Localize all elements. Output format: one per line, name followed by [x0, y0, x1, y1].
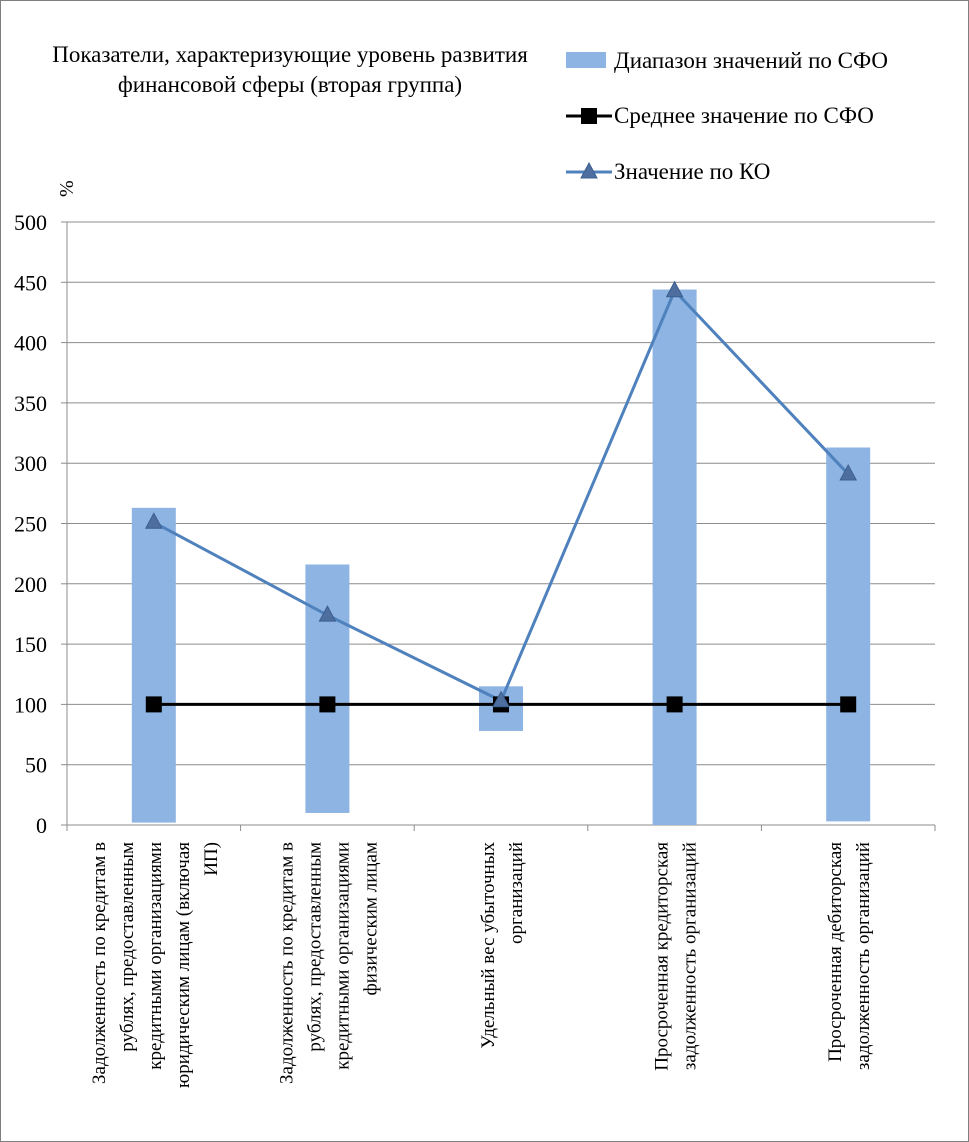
y-tick-label: 400 [14, 331, 47, 356]
x-category-label: Удельный вес убыточных [478, 842, 499, 1049]
x-category-label: Просроченная дебиторская [825, 842, 846, 1062]
y-tick-label: 100 [14, 692, 47, 717]
y-tick-label: 350 [14, 391, 47, 416]
y-tick-label: 50 [25, 753, 47, 778]
legend-swatch-range [566, 52, 606, 68]
legend-label-range: Диапазон значений по СФО [614, 48, 889, 73]
ko-point [492, 690, 510, 708]
range-bar [826, 447, 871, 822]
ko-point [318, 605, 337, 622]
x-category-label: Задолженность по кредитам в [276, 842, 297, 1084]
ko-point [144, 512, 163, 529]
range-bar [131, 507, 176, 823]
x-category-label: рублях, предоставленным [117, 842, 138, 1052]
x-category-label: Задолженность по кредитам в [89, 842, 110, 1084]
average-point [840, 696, 857, 713]
y-tick-label: 0 [36, 813, 47, 838]
y-tick-label: 500 [14, 210, 47, 235]
y-tick-label: 200 [14, 572, 47, 597]
ko-point [665, 280, 684, 298]
average-point [666, 696, 683, 713]
y-tick-label: 300 [14, 451, 47, 476]
x-category-label: кредитными организациями [145, 842, 166, 1070]
x-category-label: Просроченная кредиторская [652, 842, 673, 1071]
ko-line [153, 288, 850, 703]
x-category-label: ИП) [201, 842, 222, 876]
legend-label-ko: Значение по КО [614, 159, 771, 184]
x-category-label: организаций [506, 842, 527, 944]
range-bar [652, 289, 697, 825]
legend-swatch-average [566, 108, 612, 124]
y-tick-label: 150 [14, 632, 47, 657]
legend-label-average: Среднее значение по СФО [614, 103, 874, 128]
y-tick-label: 450 [14, 270, 47, 295]
x-category-label: задолженность организаций [680, 842, 701, 1070]
legend-swatch-ko [566, 161, 612, 179]
x-category-label: физическим лицам [360, 842, 381, 996]
range-bar [305, 564, 350, 813]
average-point [319, 696, 336, 713]
x-category-label: задолженность организаций [853, 842, 874, 1070]
ko-point [839, 463, 858, 481]
x-category-label: юридическим лицам (включая [173, 842, 194, 1088]
x-category-label: рублях, предоставленным [304, 842, 325, 1052]
chart-title: Показатели, характеризующие уровень разв… [52, 42, 528, 97]
y-tick-label: 250 [14, 512, 47, 537]
x-category-label: кредитными организациями [332, 842, 353, 1070]
average-point [145, 696, 162, 713]
